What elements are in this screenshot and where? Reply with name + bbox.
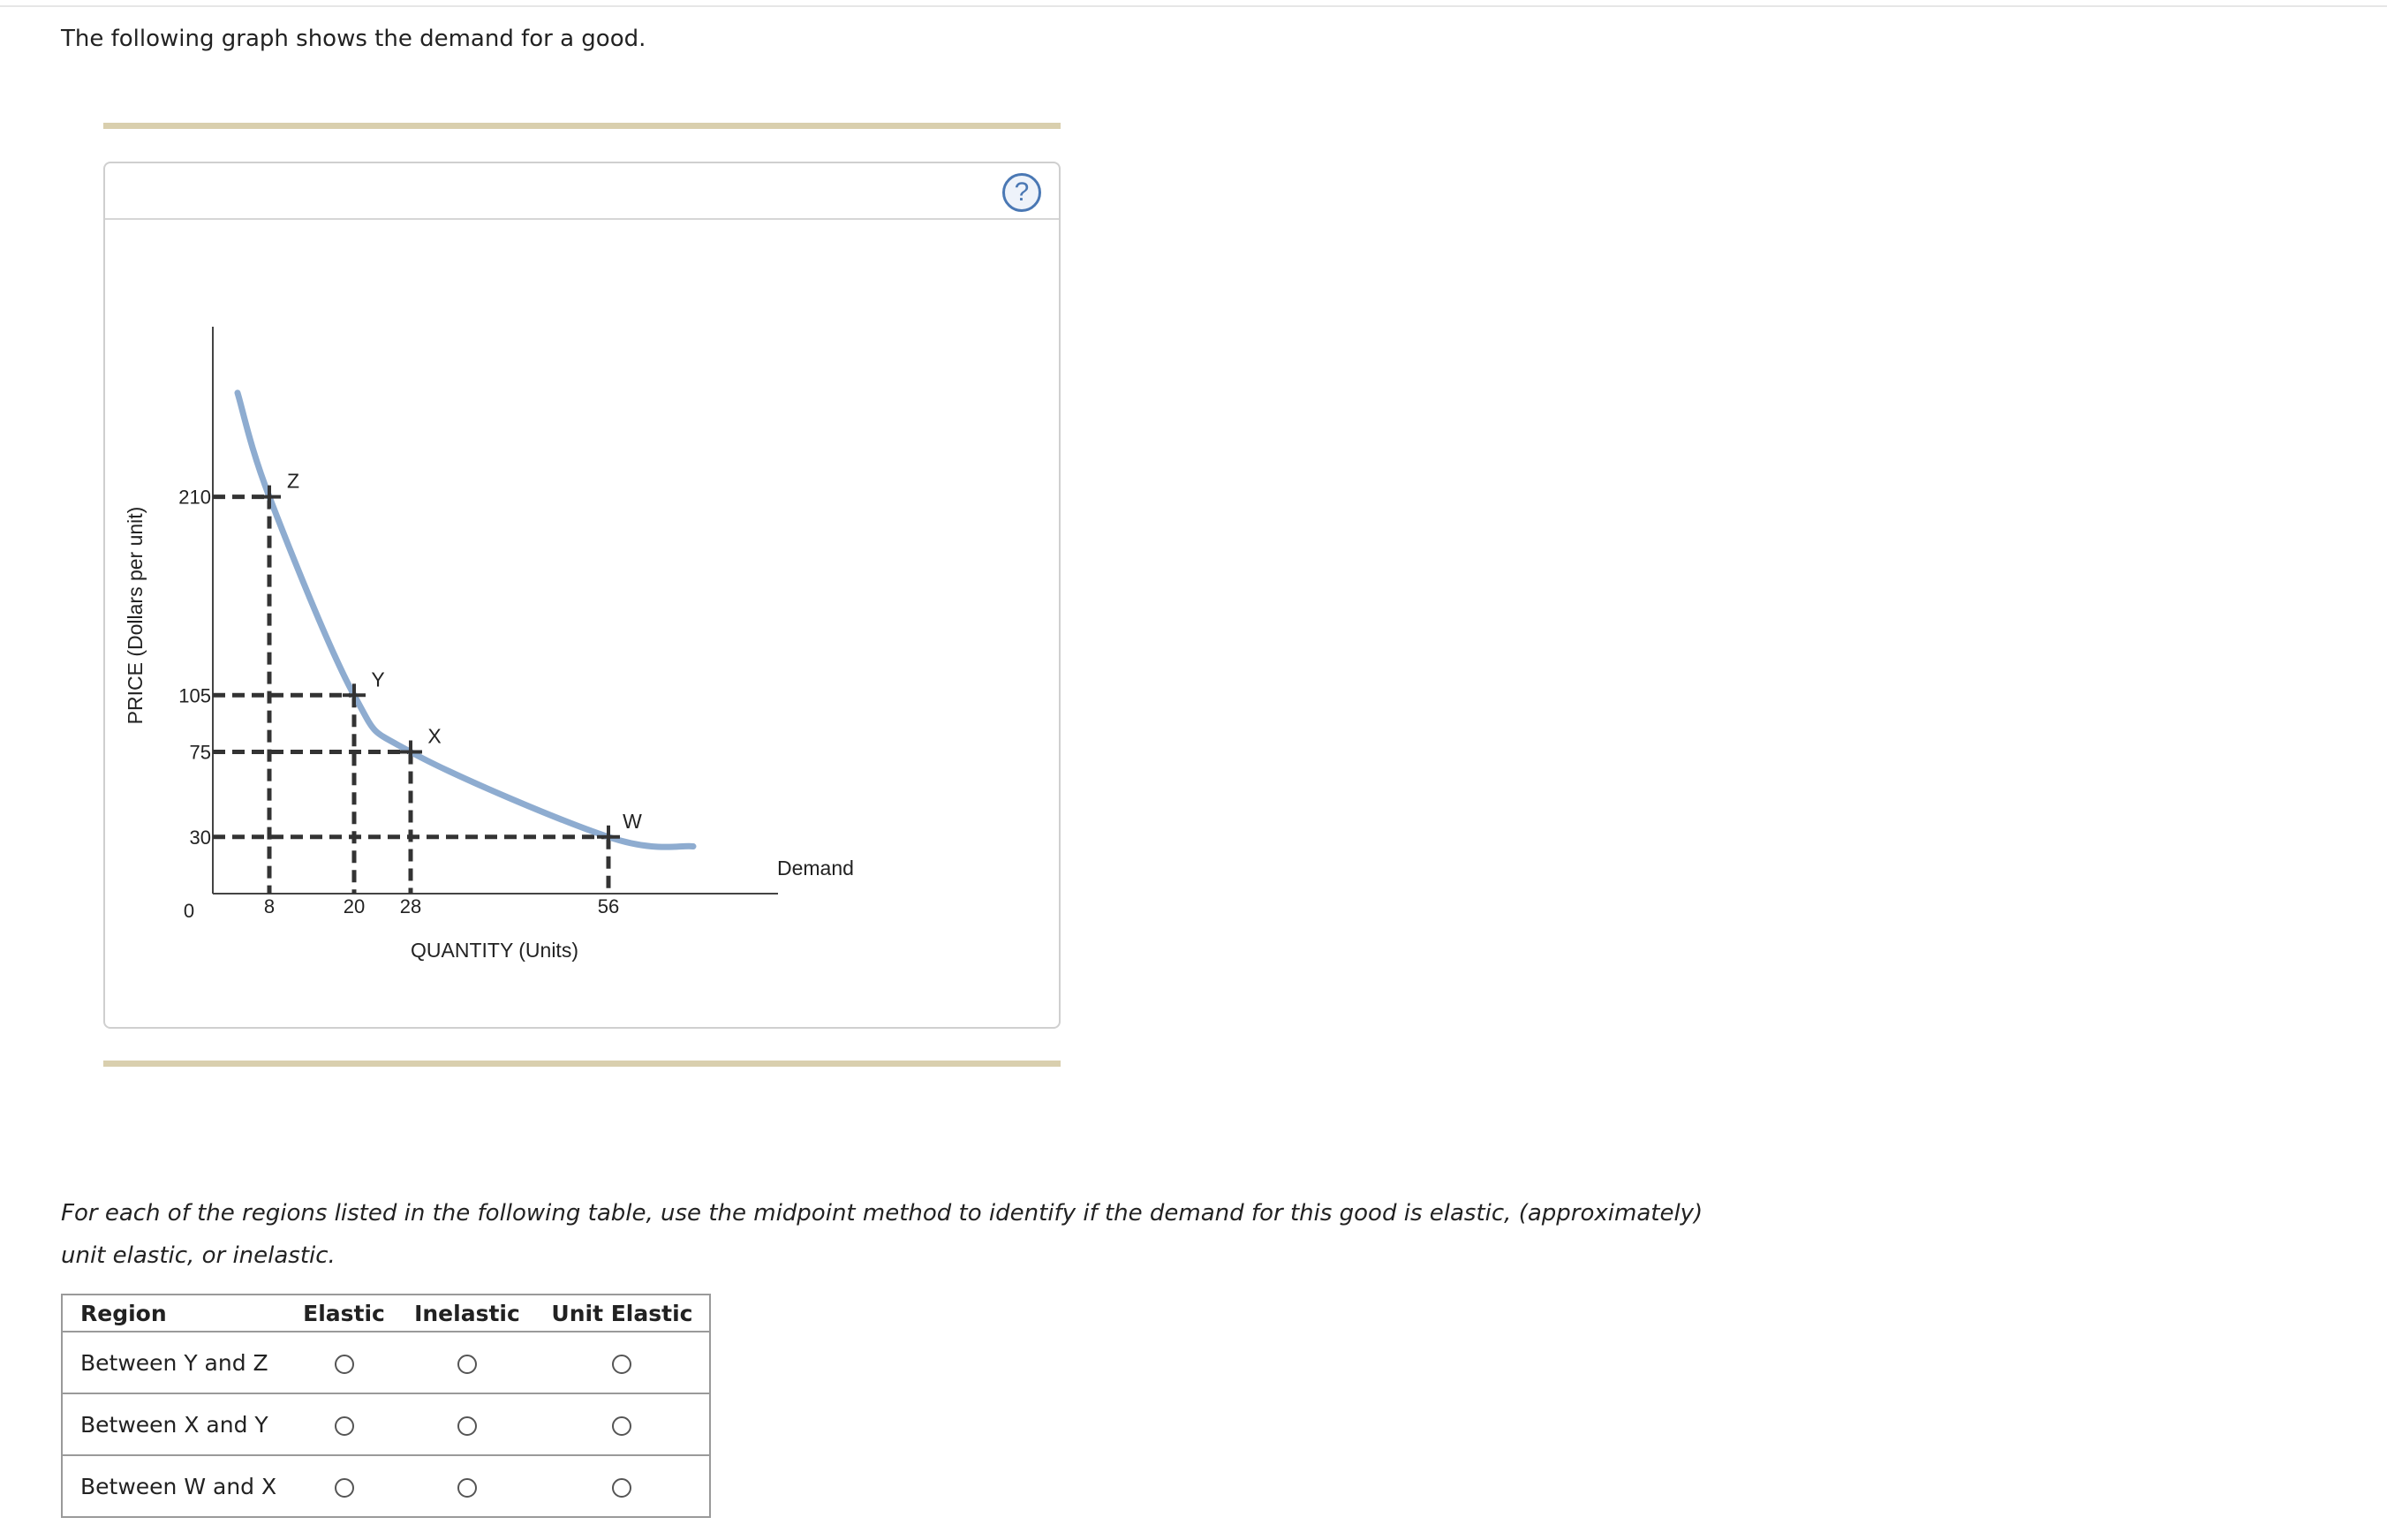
table-row: Between W and X — [63, 1455, 709, 1516]
demand-chart: PRICE (Dollars per unit) QUANTITY (Units… — [124, 327, 854, 962]
table-header-row: Region Elastic Inelastic Unit Elastic — [63, 1295, 709, 1332]
y-tick-label: 105 — [178, 684, 211, 706]
table-row: Between X and Y — [63, 1393, 709, 1456]
radio-yz-inelastic[interactable] — [457, 1354, 477, 1374]
radio-wx-inelastic[interactable] — [457, 1477, 477, 1498]
elasticity-table: Region Elastic Inelastic Unit Elastic Be… — [61, 1294, 711, 1518]
graph-panel-header: ? — [105, 163, 1059, 220]
point-label-z: Z — [287, 470, 299, 493]
top-divider — [0, 0, 2387, 7]
graph-panel: ? PRICE (Dollars per unit) QUANTITY (Uni… — [103, 162, 1061, 1029]
demand-curve — [234, 389, 697, 850]
region-label: Between W and X — [80, 1473, 277, 1499]
radio-xy-unit-elastic[interactable] — [612, 1415, 632, 1436]
region-label: Between X and Y — [63, 1393, 289, 1456]
point-markers — [258, 485, 620, 849]
radio-xy-inelastic[interactable] — [457, 1415, 477, 1436]
header-inelastic: Inelastic — [399, 1295, 535, 1332]
radio-wx-elastic[interactable] — [334, 1477, 354, 1498]
point-label-x: X — [427, 725, 441, 748]
radio-xy-elastic[interactable] — [334, 1415, 354, 1436]
y-tick-label: 210 — [178, 487, 211, 509]
header-elastic: Elastic — [289, 1295, 399, 1332]
x-tick-label: 56 — [598, 895, 619, 917]
instructions-text: For each of the regions listed in the fo… — [61, 1200, 1703, 1269]
x-tick-label: 20 — [344, 895, 365, 917]
guide-lines — [213, 494, 611, 894]
graph-bottom-rule — [103, 1061, 1061, 1067]
y-tick-label: 75 — [190, 742, 211, 764]
help-icon[interactable]: ? — [1002, 173, 1041, 212]
point-label-w: W — [623, 810, 642, 833]
table-row: Between Y and Z — [63, 1332, 709, 1394]
origin-label: 0 — [184, 900, 194, 922]
y-axis-title: PRICE (Dollars per unit) — [124, 507, 147, 725]
radio-yz-elastic[interactable] — [334, 1354, 354, 1374]
graph-top-rule — [103, 123, 1061, 129]
radio-yz-unit-elastic[interactable] — [612, 1354, 632, 1374]
header-unit-elastic: Unit Elastic — [534, 1295, 709, 1332]
header-region: Region — [63, 1295, 289, 1332]
y-tick-label: 30 — [190, 827, 211, 849]
x-tick-label: 28 — [400, 895, 421, 917]
x-tick-label: 8 — [264, 895, 275, 917]
intro-text: The following graph shows the demand for… — [61, 26, 646, 52]
radio-wx-unit-elastic[interactable] — [612, 1477, 632, 1498]
region-label: Between Y and Z — [63, 1332, 289, 1394]
x-axis-title: QUANTITY (Units) — [411, 939, 578, 962]
demand-curve-label: Demand — [777, 857, 854, 879]
point-label-y: Y — [371, 668, 384, 691]
